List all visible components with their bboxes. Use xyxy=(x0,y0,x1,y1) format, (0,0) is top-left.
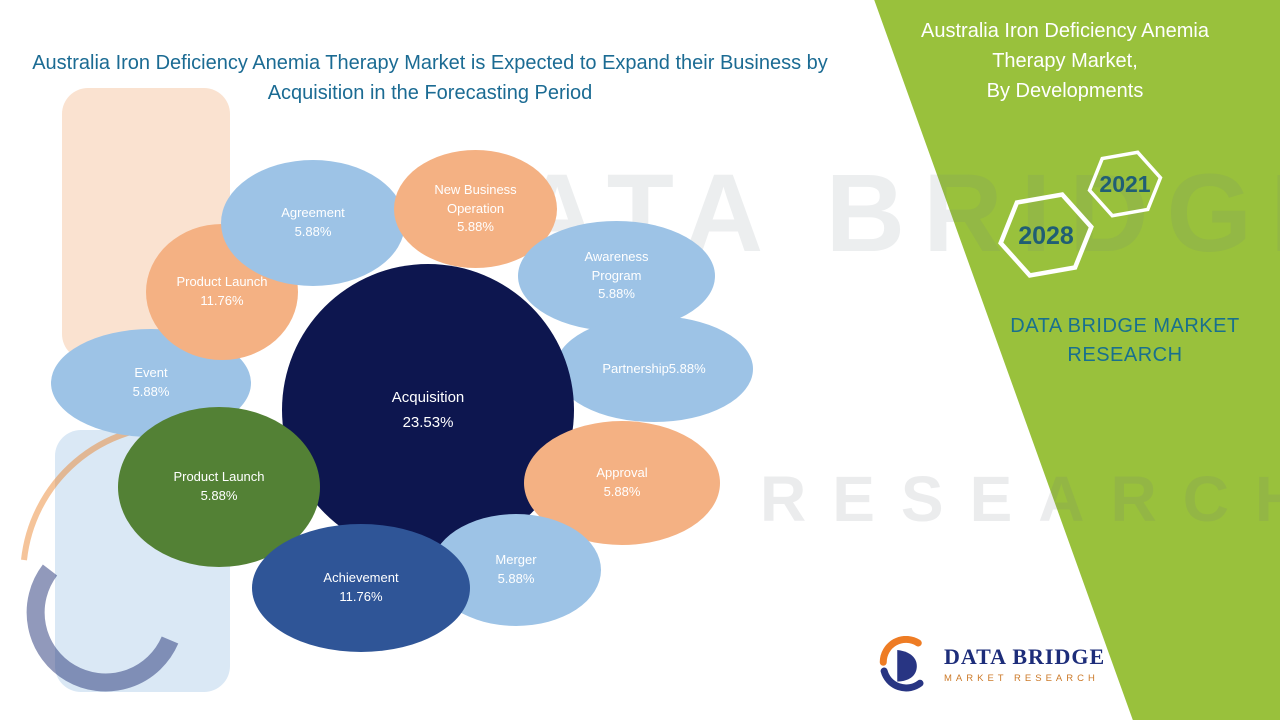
hexagon-2028 xyxy=(998,192,1094,278)
logo-name: DATA BRIDGE xyxy=(944,644,1106,669)
bubble-value: 11.76% xyxy=(200,293,244,308)
bubble-value: 5.88% xyxy=(497,571,535,586)
bubble-label: Event xyxy=(134,365,168,381)
bubble-label: Agreement xyxy=(281,205,345,221)
bubble-label: Product Launch xyxy=(173,469,265,485)
watermark-text-research: RESEARCH xyxy=(760,463,1280,535)
bubble-label: Product Launch xyxy=(176,274,268,290)
year-2028-label: 2028 xyxy=(1018,222,1074,250)
bubble-awareness-program: Awareness Program 5.88% xyxy=(518,221,715,331)
bubble-agreement: Agreement 5.88% xyxy=(221,160,405,286)
bubble-value: 5.88% xyxy=(598,286,635,302)
bubble-label: Merger xyxy=(495,552,537,568)
bubble-acquisition-center: Acquisition 23.53% xyxy=(282,264,574,556)
bubble-label: Awareness Program xyxy=(584,248,649,283)
year-2021-label: 2021 xyxy=(1099,171,1150,197)
main-headline: Australia Iron Deficiency Anemia Therapy… xyxy=(32,52,828,104)
panel-title-market: Australia Iron Deficiency Anemia Therapy… xyxy=(921,20,1209,72)
bubble-value: 5.88% xyxy=(132,384,170,399)
bubble-label: Partnership5.88% xyxy=(602,360,706,376)
dbmr-logo: DATA BRIDGE MARKET RESEARCH xyxy=(878,636,1105,692)
brand-name: DATA BRIDGE MARKET RESEARCH xyxy=(1010,315,1240,366)
bubble-value: 11.76% xyxy=(339,589,383,604)
dbmr-logo-mark xyxy=(879,636,924,692)
bubble-achievement: Achievement 11.76% xyxy=(252,524,470,652)
panel-title: Australia Iron Deficiency Anemia Therapy… xyxy=(900,16,1230,106)
bubble-partnership: Partnership5.88% xyxy=(555,316,753,422)
bubble-value: 5.88% xyxy=(200,488,238,503)
bubble-label: Approval xyxy=(596,465,648,481)
bubble-value: 23.53% xyxy=(402,413,454,431)
dbmr-logo-text: DATA BRIDGE MARKET RESEARCH xyxy=(944,644,1105,684)
logo-subtitle: MARKET RESEARCH xyxy=(944,673,1099,684)
panel-title-by-developments: By Developments xyxy=(986,80,1144,102)
bubble-label: New Business Operation xyxy=(434,181,517,216)
bubble-value: 5.88% xyxy=(603,484,641,499)
bubble-label: Acquisition xyxy=(391,388,465,406)
year-hexagons: 2021 2028 xyxy=(998,150,1163,278)
bubble-label: Achievement xyxy=(323,570,399,586)
bubble-value: 5.88% xyxy=(294,224,332,239)
hexagon-2021 xyxy=(1087,150,1163,218)
bubble-value: 5.88% xyxy=(457,219,494,235)
